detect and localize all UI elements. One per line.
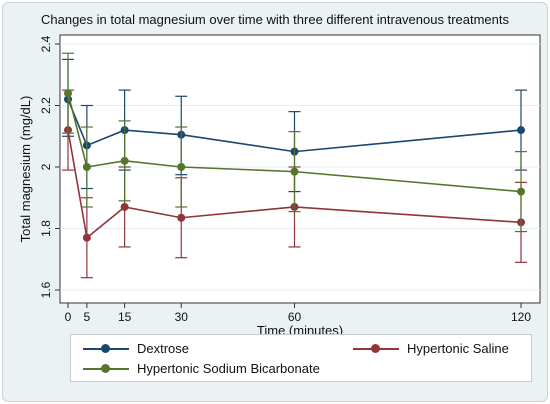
x-tick-label: 60	[288, 310, 302, 324]
plot-area	[59, 34, 541, 304]
data-point-hypertonic-sodium-bicarbonate	[82, 163, 91, 171]
y-tick-label: 1.6	[39, 281, 53, 298]
y-axis-label: Total magnesium (mg/dL)	[18, 96, 33, 243]
series-line-hypertonic-saline	[67, 129, 522, 240]
legend-label-hypertonic-saline: Hypertonic Saline	[407, 341, 509, 356]
x-tick-label: 5	[84, 310, 91, 324]
chart-title: Changes in total magnesium over time wit…	[41, 12, 509, 27]
legend-label-dextrose: Dextrose	[137, 341, 190, 356]
data-point-dextrose	[517, 126, 525, 135]
x-tick-label: 0	[65, 310, 72, 324]
legend-item-hypertonic-sodium-bicarbonate: Hypertonic Sodium Bicarbonate	[83, 361, 320, 376]
y-tick-label: 1.8	[39, 220, 53, 237]
data-point-hypertonic-sodium-bicarbonate	[517, 187, 525, 196]
x-tick-label: 15	[118, 310, 132, 324]
legend-item-hypertonic-saline: Hypertonic Saline	[353, 341, 509, 356]
legend-label-hypertonic-sodium-bicarbonate: Hypertonic Sodium Bicarbonate	[137, 361, 320, 376]
data-point-hypertonic-sodium-bicarbonate	[177, 163, 186, 171]
data-point-hypertonic-saline	[177, 213, 186, 222]
legend-item-dextrose: Dextrose	[83, 341, 189, 356]
legend-swatch-dextrose	[83, 343, 129, 354]
legend: Dextrose Hypertonic Saline Hypertonic So…	[70, 334, 532, 382]
legend-swatch-hypertonic-saline	[353, 343, 399, 354]
series-line-dextrose	[67, 99, 522, 153]
legend-swatch-hypertonic-sodium-bicarbonate	[83, 363, 129, 374]
data-point-hypertonic-saline	[120, 202, 129, 211]
y-tick-label: 2	[39, 163, 53, 170]
series-line-hypertonic-sodium-bicarbonate	[67, 93, 522, 193]
data-point-hypertonic-sodium-bicarbonate	[120, 156, 129, 165]
y-tick-label: 2.2	[39, 97, 53, 114]
y-tick-label: 2.4	[39, 35, 53, 52]
data-point-hypertonic-sodium-bicarbonate	[64, 89, 72, 98]
x-tick-label: 30	[175, 310, 189, 324]
data-point-hypertonic-sodium-bicarbonate	[290, 167, 299, 176]
data-point-hypertonic-saline	[82, 233, 91, 242]
x-tick-label: 120	[511, 310, 531, 324]
